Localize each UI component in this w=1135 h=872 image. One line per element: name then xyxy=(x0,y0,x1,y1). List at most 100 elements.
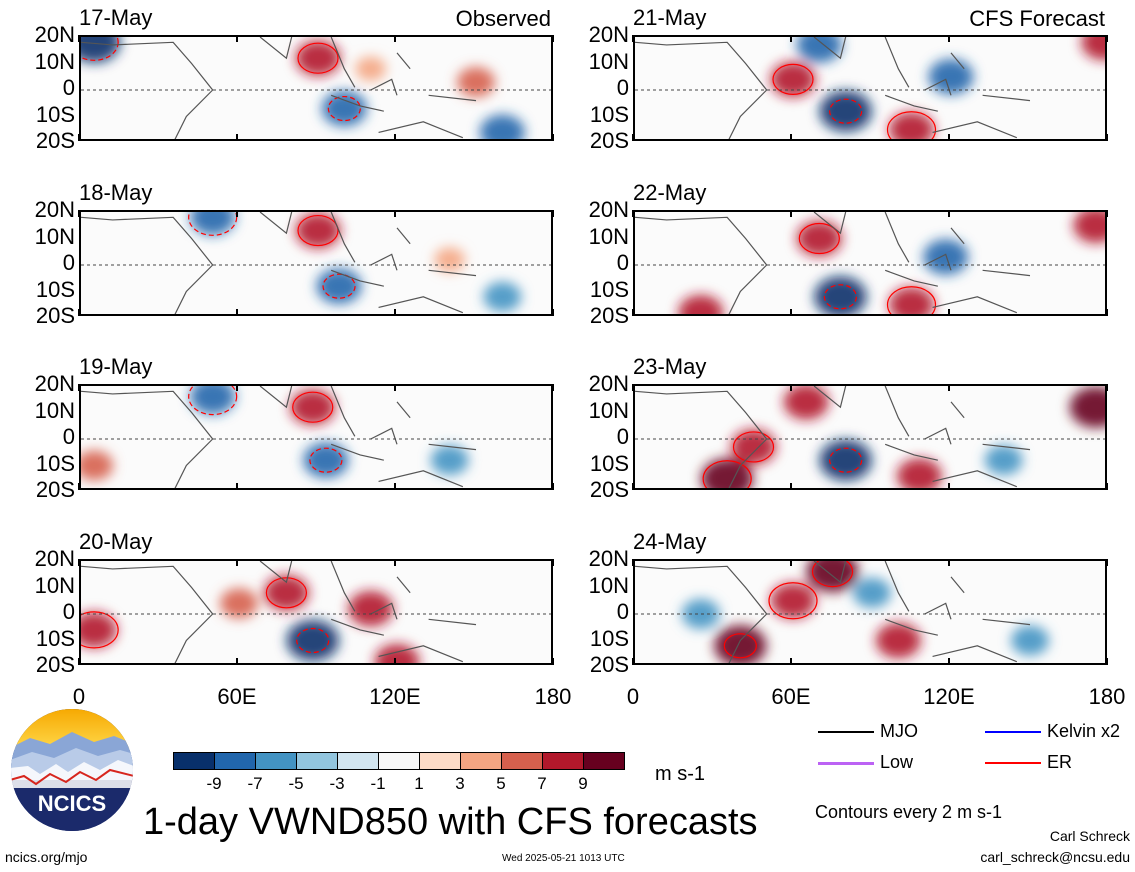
lat-tick-label: 0 xyxy=(616,250,629,275)
lat-tick-label: 20S xyxy=(35,652,75,677)
axis-tick xyxy=(632,35,634,42)
axis-tick xyxy=(394,134,396,141)
lat-tick-label: 10N xyxy=(34,572,75,598)
axis-tick xyxy=(632,384,634,391)
lat-tick-label: 10N xyxy=(34,397,75,423)
axis-tick xyxy=(78,483,80,490)
legend-line-mjo xyxy=(818,731,874,733)
axis-tick xyxy=(632,559,634,566)
lon-tick-label: 180 xyxy=(1088,684,1126,709)
coastline xyxy=(81,212,477,314)
wind-anomaly-blob xyxy=(355,56,387,81)
axis-tick xyxy=(632,134,634,141)
lat-tick-label: 0 xyxy=(62,250,75,275)
er-contour xyxy=(723,633,757,659)
axis-tick xyxy=(790,384,792,391)
er-contour xyxy=(327,95,361,122)
legend-label: Low xyxy=(880,752,914,772)
axis-tick xyxy=(78,35,80,42)
lat-tick-label: 20N xyxy=(588,546,629,571)
legend-line-er xyxy=(985,762,1041,764)
wind-anomaly-blob xyxy=(81,612,117,648)
footer-left[interactable]: ncics.org/mjo xyxy=(5,849,88,865)
wind-anomaly-blob xyxy=(783,386,829,420)
axis-tick xyxy=(78,309,80,316)
wind-anomaly-blob xyxy=(263,575,309,611)
lat-tick-label: 10N xyxy=(588,397,629,423)
wind-anomaly-blob xyxy=(479,114,525,139)
author-email[interactable]: carl_schreck@ncsu.edu xyxy=(980,849,1130,865)
map-panel xyxy=(79,35,553,141)
wind-anomaly-blob xyxy=(796,220,842,257)
ncics-logo: NCICS xyxy=(10,708,134,832)
lat-tick-label: 20N xyxy=(34,22,75,47)
axis-tick xyxy=(552,384,554,391)
map-svg xyxy=(81,37,551,139)
axis-tick xyxy=(790,210,792,217)
colorbar-label: -9 xyxy=(206,774,222,793)
axis-tick xyxy=(948,384,950,391)
wind-anomaly-blob xyxy=(81,450,114,481)
wind-anomaly-blob xyxy=(1073,212,1105,244)
wind-anomaly-blob xyxy=(295,40,341,76)
wind-anomaly-blob xyxy=(457,67,495,98)
axis-tick xyxy=(236,658,238,665)
colorbar-swatch xyxy=(296,752,338,770)
er-contour xyxy=(309,447,343,473)
axis-tick xyxy=(948,483,950,490)
axis-tick xyxy=(394,483,396,490)
coastline xyxy=(635,212,1031,314)
axis-tick xyxy=(790,559,792,566)
wind-anomaly-blob xyxy=(770,582,816,619)
er-contour xyxy=(811,561,854,588)
lon-tick-label: 0 xyxy=(72,684,86,709)
axis-tick xyxy=(394,35,396,42)
lon-tick-label: 180 xyxy=(534,684,572,709)
lat-tick-label: 20N xyxy=(588,22,629,47)
lat-tick-label: 20N xyxy=(588,371,629,396)
colorbar-label: -3 xyxy=(329,774,345,793)
lon-tick-label: 60E xyxy=(771,684,811,709)
axis-tick xyxy=(552,35,554,42)
legend-label: MJO xyxy=(880,721,918,741)
axis-tick xyxy=(1106,559,1108,566)
axis-tick xyxy=(236,309,238,316)
lat-tick-label: 20S xyxy=(589,652,629,677)
axis-tick xyxy=(236,35,238,42)
observed-label: Observed xyxy=(455,6,551,31)
axis-tick xyxy=(78,658,80,665)
colorbar-label: 9 xyxy=(578,774,588,793)
map-svg xyxy=(635,37,1105,139)
er-contour xyxy=(297,42,339,74)
lon-tick-label: 120E xyxy=(923,684,975,709)
axis-tick xyxy=(1106,35,1108,42)
axis-tick xyxy=(790,35,792,42)
map-panel xyxy=(79,384,553,490)
axis-tick xyxy=(948,210,950,217)
lat-tick-label: 20S xyxy=(589,128,629,153)
lat-tick-label: 10S xyxy=(35,276,75,302)
lat-tick-label: 10N xyxy=(588,572,629,598)
lat-tick-label: 10S xyxy=(589,625,629,651)
lat-tick-label: 0 xyxy=(62,599,75,624)
lon-tick-label: 120E xyxy=(369,684,421,709)
axis-tick xyxy=(552,483,554,490)
axis-tick xyxy=(552,559,554,566)
axis-tick xyxy=(790,658,792,665)
lat-tick-label: 10N xyxy=(588,48,629,74)
wind-anomaly-blob xyxy=(678,294,724,314)
coastline xyxy=(81,386,477,488)
footer-timestamp: Wed 2025-05-21 1013 UTC xyxy=(502,853,625,864)
axis-tick xyxy=(1106,384,1108,391)
legend-label: Kelvin x2 xyxy=(1047,721,1121,741)
wind-anomaly-blob xyxy=(434,247,466,272)
axis-tick xyxy=(1106,309,1108,316)
axis-tick xyxy=(394,559,396,566)
er-contour xyxy=(297,214,339,247)
wind-anomaly-blob xyxy=(896,458,942,488)
axis-tick xyxy=(948,309,950,316)
wind-anomaly-blob xyxy=(984,445,1023,476)
map-svg xyxy=(635,212,1105,314)
wind-anomaly-blob xyxy=(888,286,935,314)
colorbar-swatch xyxy=(419,752,461,770)
